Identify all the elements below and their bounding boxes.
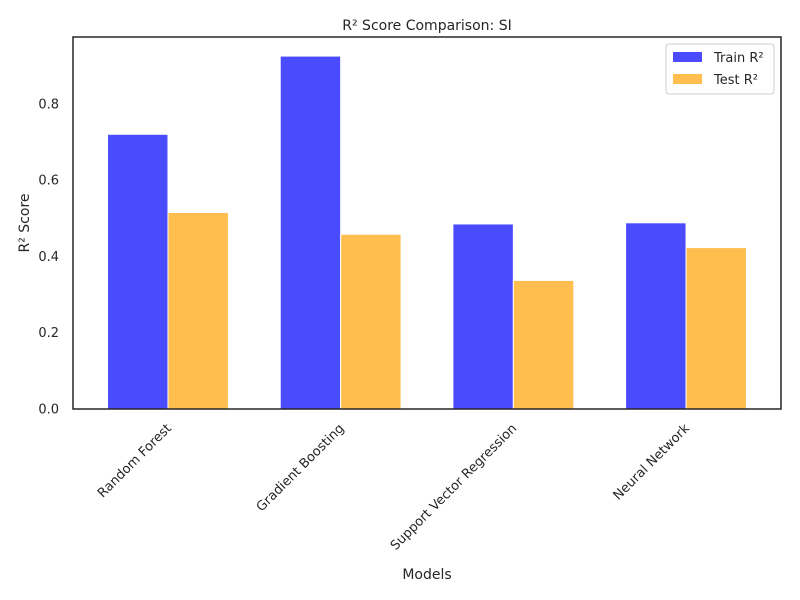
plot-frame bbox=[72, 36, 782, 410]
legend-label: Test R² bbox=[713, 73, 758, 88]
x-tick-label: Support Vector Regression bbox=[388, 421, 520, 553]
bar-train-1 bbox=[279, 55, 342, 410]
legend-swatch bbox=[673, 74, 702, 84]
legend-swatch bbox=[673, 52, 702, 62]
y-tick-label: 0.2 bbox=[38, 326, 59, 341]
bar-test-0 bbox=[167, 212, 229, 410]
bar-test-1 bbox=[340, 233, 402, 410]
bar-test-3 bbox=[685, 247, 747, 410]
y-tick-label: 0.8 bbox=[38, 97, 59, 112]
y-tick-label: 0.0 bbox=[38, 403, 59, 418]
bar-train-2 bbox=[452, 223, 514, 410]
x-axis-label: Models bbox=[402, 567, 451, 583]
y-tick-label: 0.4 bbox=[38, 250, 59, 265]
y-axis-label: R² Score bbox=[17, 193, 33, 252]
bar-train-3 bbox=[625, 222, 687, 410]
legend-label: Train R² bbox=[713, 51, 764, 66]
x-tick-label: Gradient Boosting bbox=[254, 421, 348, 515]
x-tick-label: Random Forest bbox=[95, 421, 175, 501]
y-tick-label: 0.6 bbox=[38, 174, 59, 189]
chart-title: R² Score Comparison: SI bbox=[342, 18, 511, 34]
bar-test-2 bbox=[512, 279, 575, 410]
x-tick-label: Neural Network bbox=[611, 421, 694, 504]
bars-group bbox=[107, 55, 747, 410]
legend: Train R² Test R² bbox=[665, 43, 775, 95]
x-axis-ticks: Random Forest Gradient Boosting Support Ve… bbox=[95, 421, 693, 554]
bar-train-0 bbox=[107, 133, 169, 410]
y-axis-ticks: 0.0 0.2 0.4 0.6 0.8 bbox=[38, 97, 59, 417]
